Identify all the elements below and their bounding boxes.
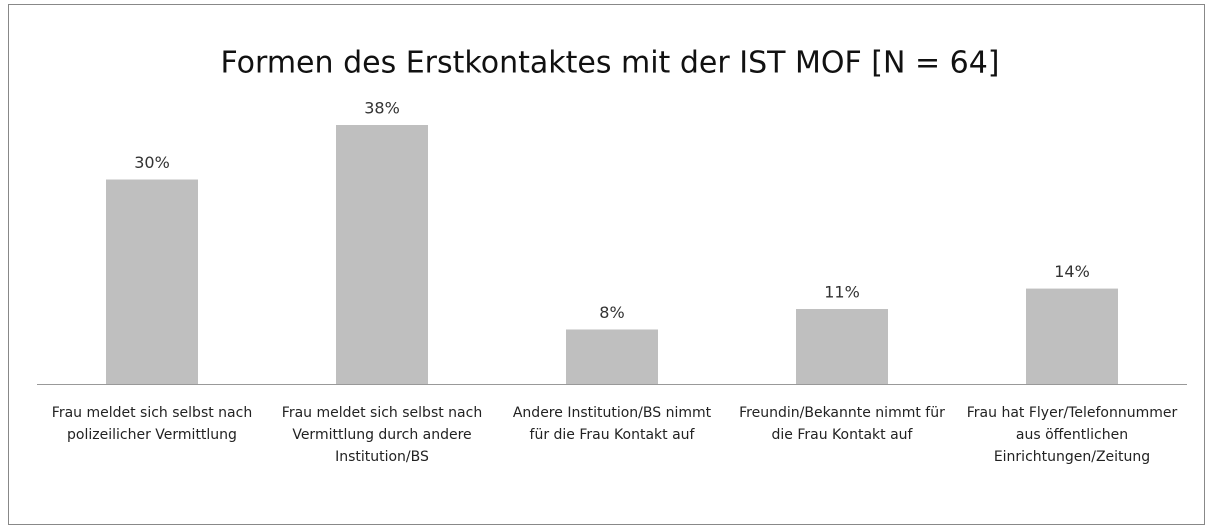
x-tick-label: Andere Institution/BS nimmt für die Frau… bbox=[512, 405, 712, 443]
bar bbox=[1026, 288, 1118, 384]
bar bbox=[106, 179, 198, 384]
bar bbox=[796, 309, 888, 384]
value-label: 14% bbox=[1054, 262, 1090, 281]
chart-title: Formen des Erstkontaktes mit der IST MOF… bbox=[220, 46, 999, 81]
bar bbox=[336, 125, 428, 384]
x-tick-label: Freundin/Bekannte nimmt für die Frau Kon… bbox=[739, 405, 945, 443]
value-label: 38% bbox=[364, 99, 400, 118]
value-label: 30% bbox=[134, 153, 170, 172]
x-tick-label: Frau meldet sich selbst nach Vermittlung… bbox=[281, 405, 483, 465]
x-tick-label: Frau meldet sich selbst nach polizeilich… bbox=[51, 405, 253, 443]
value-label: 8% bbox=[599, 303, 624, 322]
x-tick-label: Frau hat Flyer/Telefonnummer aus öffentl… bbox=[966, 405, 1178, 465]
chart-frame bbox=[8, 4, 1205, 525]
value-label: 11% bbox=[824, 283, 860, 302]
bar bbox=[566, 329, 658, 384]
